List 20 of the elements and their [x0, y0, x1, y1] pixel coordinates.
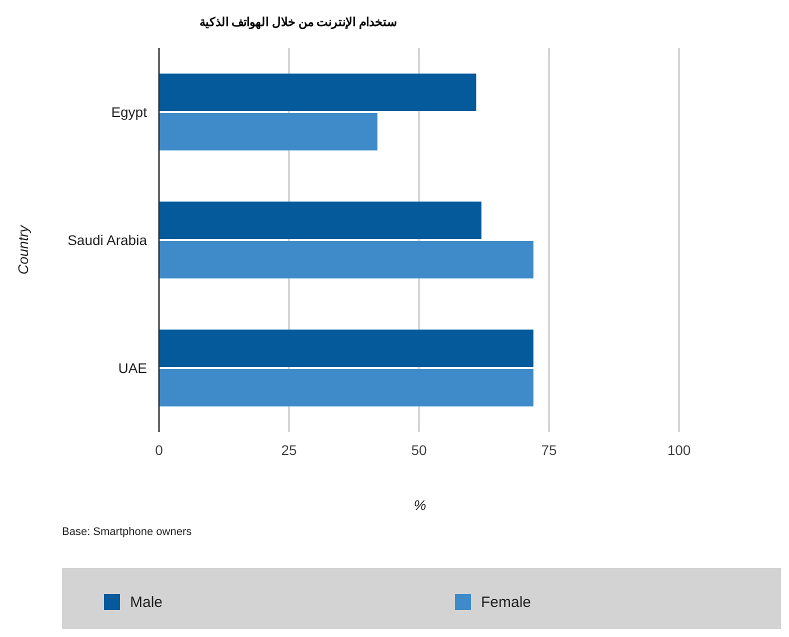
- y-tick-label: UAE: [118, 360, 147, 376]
- x-tick-label: 0: [155, 442, 164, 458]
- bar: [159, 330, 534, 367]
- bar: [159, 74, 476, 111]
- x-tick-label: 25: [281, 442, 297, 458]
- bar: [159, 202, 482, 239]
- x-axis-title: %: [414, 497, 426, 513]
- y-axis-title: Country: [15, 224, 31, 275]
- bar: [159, 113, 378, 150]
- text: Base: Smartphone owners: [62, 526, 192, 538]
- legend-label: Male: [130, 594, 163, 611]
- y-tick-label: Egypt: [111, 104, 148, 120]
- bar: [159, 369, 534, 406]
- bar: [159, 241, 534, 278]
- x-tick-label: 75: [541, 442, 557, 458]
- y-tick-label: Saudi Arabia: [68, 232, 148, 248]
- legend-label: Female: [481, 594, 532, 611]
- x-tick-label: 50: [411, 442, 427, 458]
- chart-title: ستخدام الإنترنت من خلال الهواتف الذكية: [199, 15, 397, 30]
- x-tick-label: 100: [667, 442, 691, 458]
